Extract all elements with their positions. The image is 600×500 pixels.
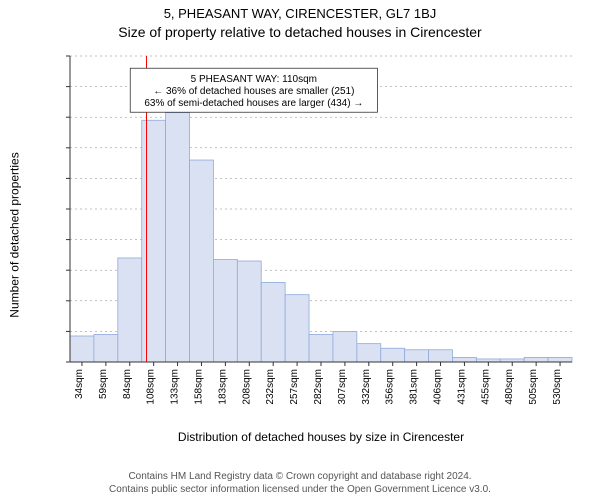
svg-text:5 PHEASANT WAY: 110sqm: 5 PHEASANT WAY: 110sqm: [191, 74, 317, 85]
chart-title: Size of property relative to detached ho…: [0, 24, 600, 40]
svg-text:406sqm: 406sqm: [433, 369, 444, 405]
svg-text:108sqm: 108sqm: [146, 369, 157, 405]
svg-text:431sqm: 431sqm: [456, 369, 467, 405]
y-axis-label: Number of detached properties: [8, 152, 22, 317]
svg-text:356sqm: 356sqm: [385, 369, 396, 405]
svg-text:455sqm: 455sqm: [480, 369, 491, 405]
svg-text:34sqm: 34sqm: [74, 369, 85, 399]
svg-text:208sqm: 208sqm: [241, 369, 252, 405]
svg-text:158sqm: 158sqm: [193, 369, 204, 405]
svg-text:59sqm: 59sqm: [98, 369, 109, 399]
x-axis-label: Distribution of detached houses by size …: [66, 430, 576, 444]
svg-text:133sqm: 133sqm: [170, 369, 181, 405]
svg-text:← 36% of detached houses are s: ← 36% of detached houses are smaller (25…: [153, 86, 354, 97]
attribution-footer: Contains HM Land Registry data © Crown c…: [0, 470, 600, 496]
svg-text:307sqm: 307sqm: [337, 369, 348, 405]
svg-text:282sqm: 282sqm: [313, 369, 324, 405]
svg-text:84sqm: 84sqm: [122, 369, 133, 399]
svg-text:63% of semi-detached houses ar: 63% of semi-detached houses are larger (…: [144, 98, 363, 109]
svg-text:257sqm: 257sqm: [289, 369, 300, 405]
svg-text:480sqm: 480sqm: [504, 369, 515, 405]
attribution-line-2: Contains public sector information licen…: [0, 483, 600, 496]
svg-text:232sqm: 232sqm: [265, 369, 276, 405]
histogram-plot: 02040608010012014016018020034sqm59sqm84s…: [66, 50, 576, 420]
svg-text:183sqm: 183sqm: [217, 369, 228, 405]
attribution-line-1: Contains HM Land Registry data © Crown c…: [0, 470, 600, 483]
svg-text:505sqm: 505sqm: [528, 369, 539, 405]
svg-text:381sqm: 381sqm: [409, 369, 420, 405]
address-header: 5, PHEASANT WAY, CIRENCESTER, GL7 1BJ: [0, 6, 600, 21]
svg-text:332sqm: 332sqm: [361, 369, 372, 405]
y-axis-label-container: Number of detached properties: [6, 50, 24, 420]
svg-text:530sqm: 530sqm: [552, 369, 563, 405]
